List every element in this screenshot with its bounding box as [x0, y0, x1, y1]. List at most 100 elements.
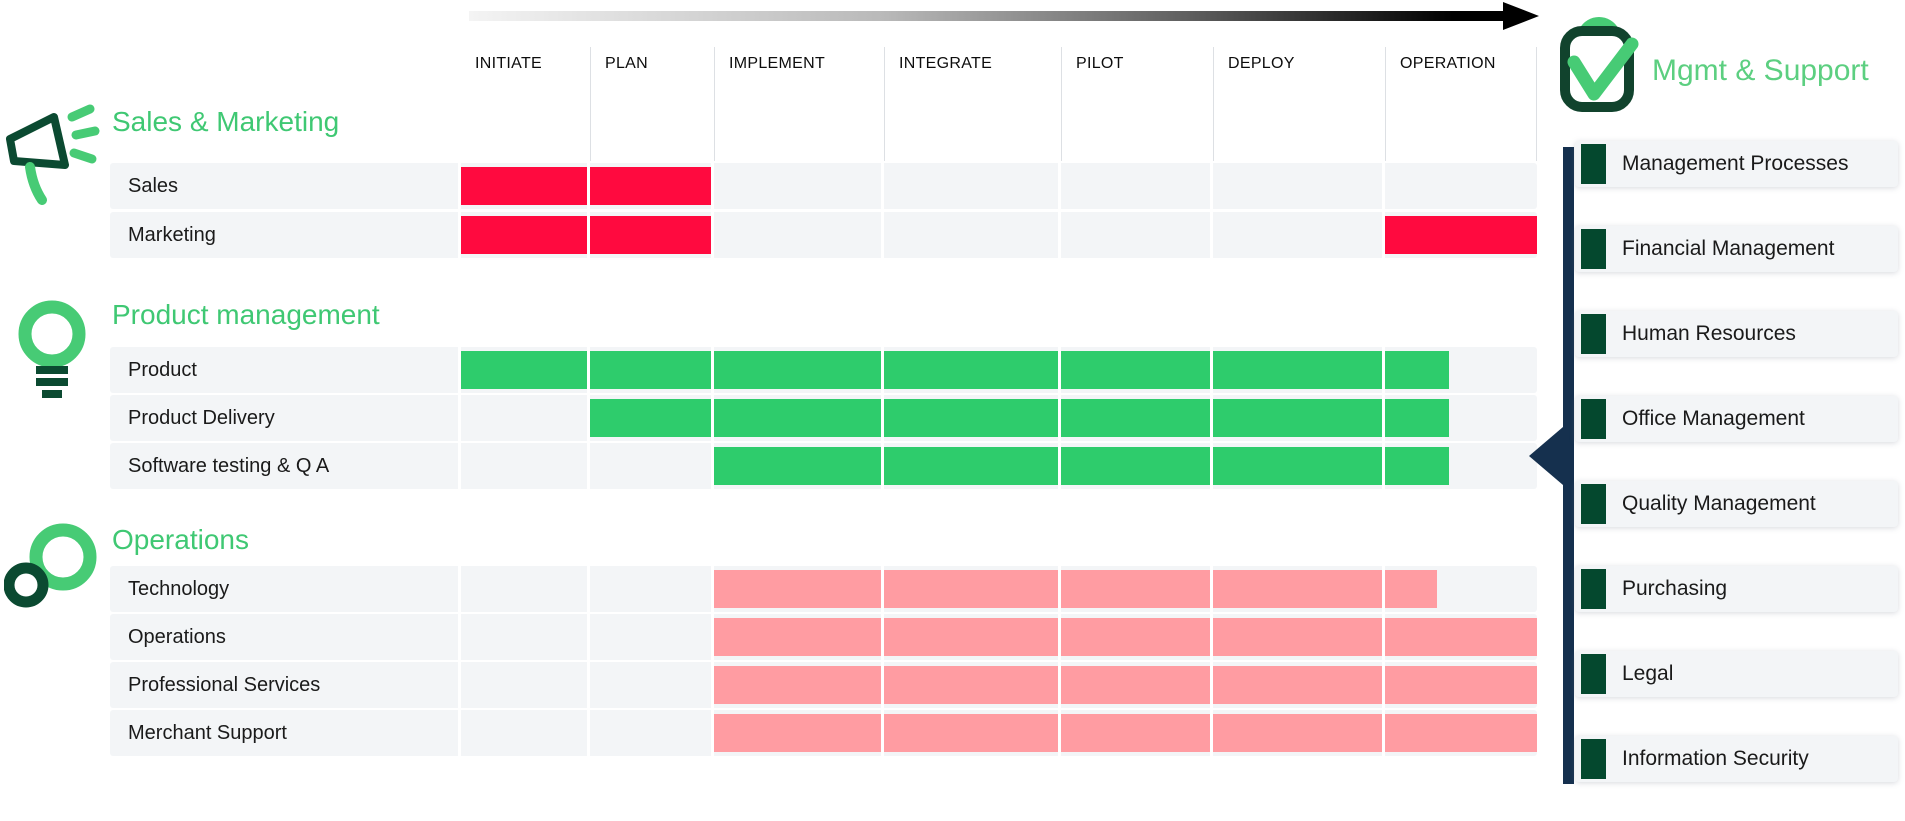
support-panel-divider	[1563, 147, 1574, 784]
gantt-cell	[1385, 566, 1537, 612]
phase-header-row: INITIATE PLAN IMPLEMENT INTEGRATE PILOT …	[110, 47, 1537, 161]
bullet-square-icon	[1581, 484, 1606, 524]
row-label: Marketing	[110, 212, 458, 258]
row-product: Product	[110, 347, 1537, 393]
gantt-bar	[1213, 666, 1382, 704]
support-item: Quality Management	[1575, 481, 1898, 527]
phase-initiate: INITIATE	[475, 55, 542, 72]
support-item-label: Quality Management	[1622, 492, 1816, 515]
bullet-square-icon	[1581, 314, 1606, 354]
gantt-cell	[1061, 347, 1210, 393]
gantt-cell	[590, 212, 711, 258]
gantt-bar	[1213, 399, 1382, 437]
gantt-bar	[1061, 618, 1210, 656]
timeline-arrowhead-icon	[1503, 2, 1539, 30]
gantt-cell	[884, 395, 1058, 441]
gantt-bar	[1385, 570, 1437, 608]
gantt-bar	[461, 167, 587, 205]
gantt-bar	[590, 399, 711, 437]
support-item-label: Human Resources	[1622, 322, 1796, 345]
gantt-cell	[884, 347, 1058, 393]
gantt-cell	[461, 163, 587, 209]
gantt-bar	[1385, 351, 1449, 389]
gantt-cell	[1213, 566, 1382, 612]
gantt-cell	[1385, 395, 1537, 441]
support-item-label: Legal	[1622, 662, 1674, 685]
support-item-label: Information Security	[1622, 747, 1809, 770]
bullet-square-icon	[1581, 399, 1606, 439]
row-label: Software testing & Q A	[110, 443, 458, 489]
gantt-bar	[1061, 714, 1210, 752]
support-item: Office Management	[1575, 396, 1898, 442]
bullet-square-icon	[1581, 654, 1606, 694]
bullet-square-icon	[1581, 569, 1606, 609]
gantt-cell	[590, 614, 711, 660]
gantt-cell	[1213, 443, 1382, 489]
support-item: Financial Management	[1575, 226, 1898, 272]
row-label: Technology	[110, 566, 458, 612]
gantt-cell	[1213, 347, 1382, 393]
row-product-delivery: Product Delivery	[110, 395, 1537, 441]
gantt-cell	[1213, 212, 1382, 258]
row-marketing: Marketing	[110, 212, 1537, 258]
gantt-cell	[714, 395, 881, 441]
gantt-bar	[1385, 714, 1537, 752]
gantt-cell	[884, 566, 1058, 612]
row-label: Product Delivery	[110, 395, 458, 441]
gantt-cell	[1385, 443, 1537, 489]
gantt-cell	[461, 710, 587, 756]
gantt-bar	[590, 351, 711, 389]
gantt-cell	[1213, 614, 1382, 660]
gantt-bar	[714, 714, 881, 752]
gantt-cell	[590, 443, 711, 489]
gantt-bar	[884, 351, 1058, 389]
megaphone-icon	[6, 104, 100, 205]
clipboard-check-icon	[1560, 17, 1639, 112]
support-item-label: Purchasing	[1622, 577, 1728, 600]
row-professional-services: Professional Services	[110, 662, 1537, 708]
phase-header-spacer	[110, 47, 458, 161]
gantt-bar	[461, 216, 587, 254]
gantt-bar	[884, 618, 1058, 656]
gantt-bar	[714, 666, 881, 704]
gantt-bar	[1213, 447, 1382, 485]
gantt-bar	[1213, 570, 1382, 608]
gantt-cell	[1385, 710, 1537, 756]
support-item-label: Office Management	[1622, 407, 1805, 430]
row-merchant-support: Merchant Support	[110, 710, 1537, 756]
gantt-cell	[1385, 662, 1537, 708]
gantt-cell	[1385, 614, 1537, 660]
timeline-arrow	[469, 11, 1505, 21]
gantt-cell	[1213, 710, 1382, 756]
gantt-cell	[1385, 347, 1537, 393]
gantt-cell	[461, 662, 587, 708]
gantt-cell	[884, 163, 1058, 209]
row-software-testing: Software testing & Q A	[110, 443, 1537, 489]
gantt-cell	[1061, 395, 1210, 441]
gantt-bar	[590, 216, 711, 254]
row-label: Professional Services	[110, 662, 458, 708]
gantt-bar	[590, 167, 711, 205]
gantt-cell	[590, 347, 711, 393]
row-technology: Technology	[110, 566, 1537, 612]
gantt-bar	[1385, 216, 1537, 254]
support-item-label: Financial Management	[1622, 237, 1835, 260]
phase-pilot: PILOT	[1061, 47, 1210, 161]
gantt-cell	[1061, 566, 1210, 612]
gantt-cell	[714, 212, 881, 258]
row-operations: Operations	[110, 614, 1537, 660]
row-label: Product	[110, 347, 458, 393]
gantt-bar	[884, 399, 1058, 437]
gantt-bar	[884, 447, 1058, 485]
gantt-bar	[1061, 666, 1210, 704]
gantt-cell	[590, 566, 711, 612]
gantt-cell	[714, 614, 881, 660]
gantt-bar	[1385, 618, 1537, 656]
bullet-square-icon	[1581, 739, 1606, 779]
phase-operation: OPERATION	[1385, 47, 1537, 161]
gantt-bar	[714, 351, 881, 389]
gantt-cell	[884, 662, 1058, 708]
gantt-bar	[461, 351, 587, 389]
gantt-cell	[714, 163, 881, 209]
